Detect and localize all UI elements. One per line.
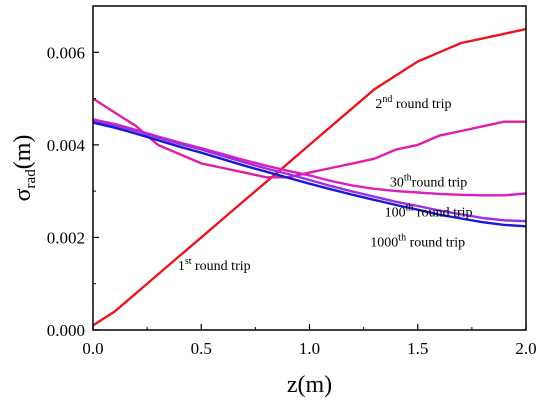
annotation-number: 2 bbox=[375, 97, 382, 112]
x-tick-label: 0.0 bbox=[82, 339, 103, 358]
annotation-ann-trip1: 1st round trip bbox=[178, 256, 251, 274]
annotation-ann-trip2: 2nd round trip bbox=[375, 94, 451, 112]
x-tick-label: 1.5 bbox=[407, 339, 428, 358]
y-axis-title: σrad(m) bbox=[10, 135, 39, 202]
annotation-superscript: nd bbox=[382, 94, 392, 105]
annotation-superscript: th bbox=[398, 233, 406, 244]
ticks-layer: 0.0 0.5 1.0 1.5 2.0 0.000 0.002 0.004 0.006 bbox=[47, 43, 537, 358]
y-tick-label: 0.002 bbox=[47, 228, 85, 247]
annotation-number: 1 bbox=[178, 259, 185, 274]
x-tick-label: 0.5 bbox=[191, 339, 212, 358]
annotation-number: 30 bbox=[390, 176, 404, 191]
annotation-ann-trip30: 30thround trip bbox=[390, 173, 467, 191]
y-tick-label: 0.004 bbox=[47, 136, 86, 155]
series-line-trip1000 bbox=[92, 121, 527, 228]
annotation-ann-trip100: 100th round trip bbox=[385, 203, 473, 221]
annotation-number: 1000 bbox=[370, 236, 398, 251]
y-axis-title-base: σ bbox=[10, 188, 36, 201]
annotation-label: round trip bbox=[406, 236, 465, 251]
plot-frame bbox=[92, 5, 527, 331]
series-line-trip100 bbox=[92, 119, 527, 223]
annotation-superscript: st bbox=[185, 256, 192, 267]
y-tick-label: 0.000 bbox=[47, 321, 85, 340]
annotation-label: round trip bbox=[192, 259, 251, 274]
annotation-superscript: th bbox=[406, 203, 414, 214]
annotation-superscript: th bbox=[404, 173, 412, 184]
series-layer bbox=[92, 27, 527, 327]
y-axis-title-sub: rad bbox=[23, 169, 39, 189]
x-axis-title: z(m) bbox=[287, 372, 332, 398]
y-tick-label: 0.006 bbox=[47, 43, 85, 62]
series-line-trip1 bbox=[92, 27, 527, 327]
x-tick-label: 1.0 bbox=[299, 339, 320, 358]
annotation-label: round trip bbox=[392, 97, 451, 112]
annotation-label: round trip bbox=[412, 176, 468, 191]
annotation-ann-trip1000: 1000th round trip bbox=[370, 233, 465, 251]
x-tick-label: 2.0 bbox=[515, 339, 536, 358]
annotation-number: 100 bbox=[385, 206, 406, 221]
annotation-label: round trip bbox=[413, 206, 472, 221]
series-line-trip2 bbox=[92, 97, 526, 179]
y-axis-title-rest: (m) bbox=[10, 135, 36, 170]
